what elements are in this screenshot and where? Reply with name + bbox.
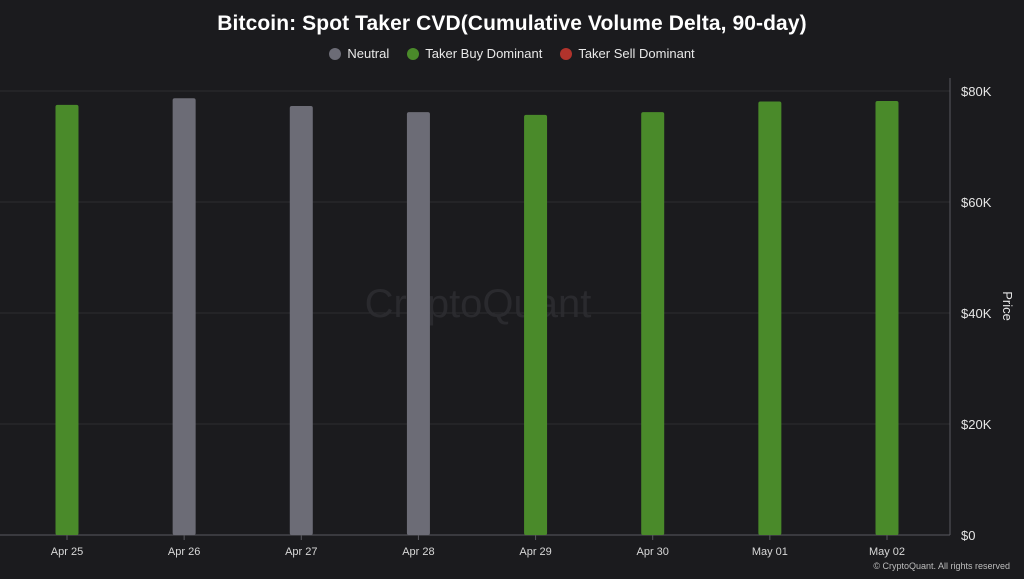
bar [641,112,665,535]
bar [172,98,196,535]
x-tick-label: Apr 26 [168,546,200,558]
legend-label-taker-sell: Taker Sell Dominant [578,46,695,61]
y-tick-label: $0 [961,528,975,543]
legend-label-neutral: Neutral [347,46,390,61]
y-axis-title: Price [1000,291,1015,321]
y-tick-label: $80K [961,84,992,99]
legend-swatch-neutral [329,47,342,60]
bar [406,112,430,535]
legend-swatch-taker-buy [407,47,420,60]
x-tick-label: Apr 27 [285,546,317,558]
y-tick-label: $20K [961,417,992,432]
bar [55,104,79,535]
x-tick-label: Apr 28 [402,546,434,558]
bar [289,105,313,536]
watermark: CryptoQuant [365,282,592,326]
copyright-footer: © CryptoQuant. All rights reserved [873,561,1010,571]
x-tick-label: May 02 [869,546,905,558]
bar [875,100,899,536]
legend-item-neutral[interactable]: Neutral [329,46,389,61]
x-tick-label: Apr 30 [637,546,669,558]
bar [758,101,782,536]
y-tick-label: $40K [961,306,992,321]
x-tick-label: Apr 25 [51,546,83,558]
chart-legend: Neutral Taker Buy Dominant Taker Sell Do… [0,46,1024,61]
y-tick-label: $60K [961,195,992,210]
legend-swatch-taker-sell [560,47,573,60]
legend-label-taker-buy: Taker Buy Dominant [425,46,543,61]
chart-title: Bitcoin: Spot Taker CVD(Cumulative Volum… [217,12,807,35]
legend-item-taker-sell[interactable]: Taker Sell Dominant [560,46,695,61]
x-tick-label: Apr 29 [519,546,551,558]
legend-item-taker-buy[interactable]: Taker Buy Dominant [407,46,542,61]
bar [524,114,548,536]
x-tick-label: May 01 [752,546,788,558]
